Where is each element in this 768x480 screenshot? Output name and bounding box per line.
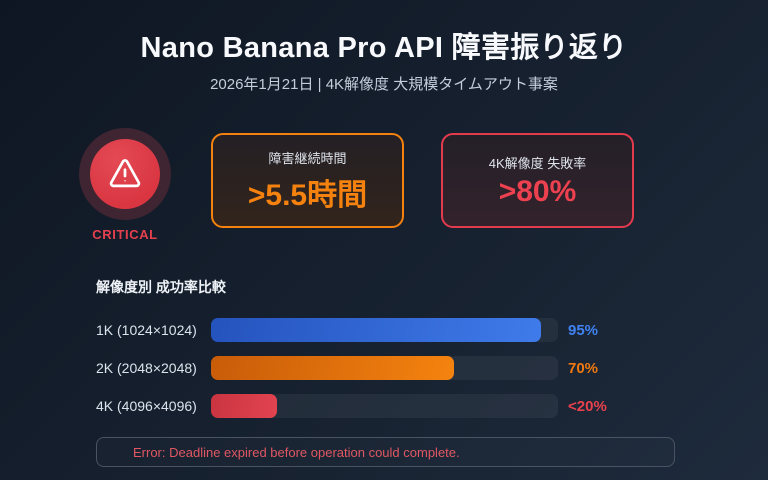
resolution-label: 2K (2048×2048) — [96, 360, 197, 376]
chart-row: 1K (1024×1024) 95% — [96, 318, 607, 342]
chart-row: 2K (2048×2048) 70% — [96, 356, 607, 380]
bar-track — [211, 394, 558, 418]
chart-row: 4K (4096×4096) <20% — [96, 394, 607, 418]
critical-badge-ring — [79, 128, 171, 220]
success-rate-bar — [211, 318, 541, 342]
critical-badge-circle — [90, 139, 160, 209]
resolution-label: 4K (4096×4096) — [96, 398, 197, 414]
error-banner: Error: Deadline expired before operation… — [96, 437, 675, 467]
bar-chart: 1K (1024×1024) 95% 2K (2048×2048) 70% 4K (40… — [96, 318, 607, 432]
bar-track — [211, 318, 558, 342]
stat-label: 4K解像度 失敗率 — [488, 155, 587, 171]
chart-title: 解像度別 成功率比較 — [96, 279, 226, 295]
stat-card-duration: 障害継続時間 >5.5時間 — [211, 133, 404, 228]
stat-value: >80% — [498, 174, 577, 208]
warning-triangle-icon — [109, 159, 141, 188]
error-message: Error: Deadline expired before operation… — [133, 444, 460, 460]
stat-card-failure-rate: 4K解像度 失敗率 >80% — [441, 133, 634, 228]
resolution-label: 1K (1024×1024) — [96, 322, 197, 338]
success-rate-bar — [211, 394, 277, 418]
percent-label: <20% — [568, 397, 607, 415]
bar-track — [211, 356, 558, 380]
percent-label: 70% — [568, 359, 599, 377]
page-subtitle: 2026年1月21日 | 4K解像度 大規模タイムアウト事案 — [210, 76, 558, 93]
page-title: Nano Banana Pro API 障害振り返り — [140, 32, 628, 64]
stat-label: 障害継続時間 — [268, 150, 347, 166]
percent-label: 95% — [568, 321, 599, 339]
stat-value: >5.5時間 — [247, 178, 368, 212]
critical-label: CRITICAL — [92, 227, 158, 242]
success-rate-bar — [211, 356, 454, 380]
